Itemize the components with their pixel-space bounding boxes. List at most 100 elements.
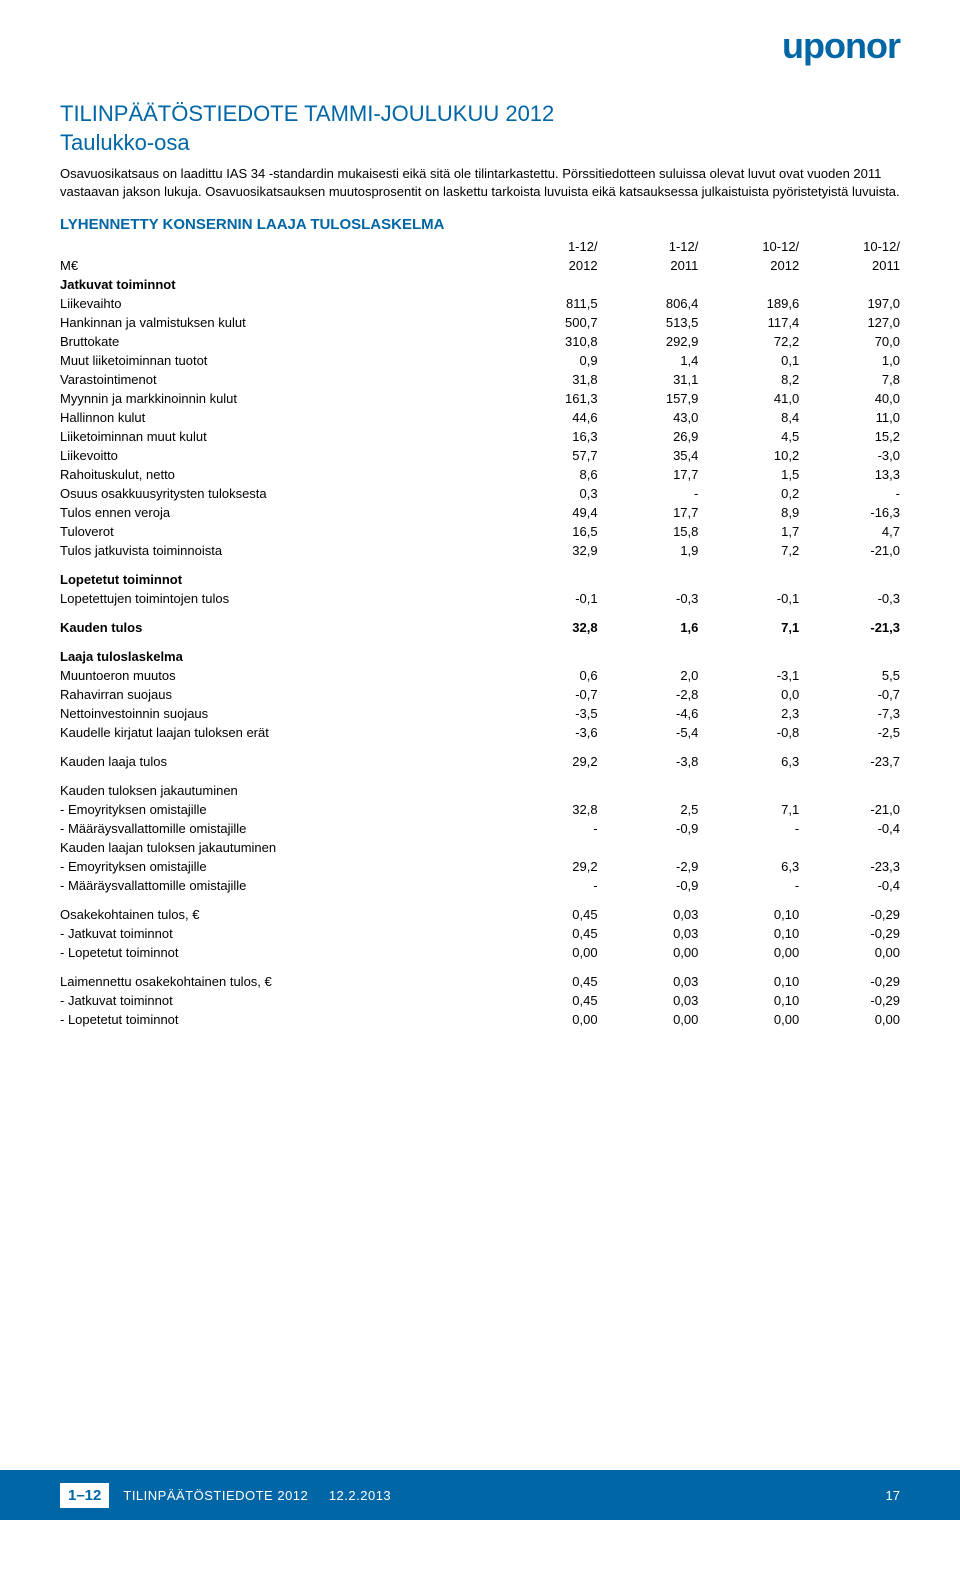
table-row: Kaudelle kirjatut laajan tuloksen erät-3… [60,723,900,742]
col-2-bot: 2011 [598,256,699,275]
row-value: 41,0 [698,389,799,408]
row-label: Hallinnon kulut [60,408,497,427]
row-value [497,275,598,294]
row-value: 0,00 [598,943,699,962]
footer-title: TILINPÄÄTÖSTIEDOTE 2012 [123,1488,308,1503]
table-row: Muuntoeron muutos0,62,0-3,15,5 [60,666,900,685]
row-value [799,838,900,857]
row-value [698,838,799,857]
row-value: 17,7 [598,503,699,522]
section-heading: LYHENNETTY KONSERNIN LAAJA TULOSLASKELMA [60,216,900,233]
row-value [598,637,699,666]
row-label: - Jatkuvat toiminnot [60,924,497,943]
row-value: 1,0 [799,351,900,370]
row-label: Tulos jatkuvista toiminnoista [60,541,497,560]
row-value: 0,45 [497,924,598,943]
row-value: 0,00 [497,1010,598,1029]
row-value: 7,1 [698,608,799,637]
row-value: 29,2 [497,742,598,771]
row-value: -23,7 [799,742,900,771]
row-value: 197,0 [799,294,900,313]
table-row: Jatkuvat toiminnot [60,275,900,294]
row-value: 2,0 [598,666,699,685]
row-label: Bruttokate [60,332,497,351]
row-label: Varastointimenot [60,370,497,389]
row-value: 0,6 [497,666,598,685]
row-label: Nettoinvestoinnin suojaus [60,704,497,723]
row-label: - Lopetetut toiminnot [60,1010,497,1029]
row-value: 72,2 [698,332,799,351]
brand-logo: uponor [782,25,900,67]
row-value: 0,03 [598,895,699,924]
row-value: 10,2 [698,446,799,465]
row-value [497,771,598,800]
table-row: Nettoinvestoinnin suojaus-3,5-4,62,3-7,3 [60,704,900,723]
row-label: Jatkuvat toiminnot [60,275,497,294]
row-label: Osuus osakkuusyritysten tuloksesta [60,484,497,503]
row-value: 16,5 [497,522,598,541]
row-value: - [799,484,900,503]
row-label: - Lopetetut toiminnot [60,943,497,962]
row-value: -0,1 [698,589,799,608]
row-value: -0,3 [799,589,900,608]
unit-label: M€ [60,256,497,275]
table-row: Lopetetut toiminnot [60,560,900,589]
row-value: -3,6 [497,723,598,742]
row-value: 15,2 [799,427,900,446]
row-value: 6,3 [698,742,799,771]
table-row: - Jatkuvat toiminnot0,450,030,10-0,29 [60,924,900,943]
row-value: 49,4 [497,503,598,522]
row-value: -4,6 [598,704,699,723]
row-value: 29,2 [497,857,598,876]
row-value [497,637,598,666]
row-label: - Emoyrityksen omistajille [60,800,497,819]
row-value: 0,9 [497,351,598,370]
table-row: - Määräysvallattomille omistajille--0,9-… [60,876,900,895]
row-label: Lopetetut toiminnot [60,560,497,589]
row-value: -5,4 [598,723,699,742]
row-label: Lopetettujen toimintojen tulos [60,589,497,608]
row-value: -3,0 [799,446,900,465]
row-value: 117,4 [698,313,799,332]
table-row: - Määräysvallattomille omistajille--0,9-… [60,819,900,838]
row-value: -0,9 [598,819,699,838]
row-value [598,771,699,800]
col-3-top: 10-12/ [698,237,799,256]
col-1-top: 1-12/ [497,237,598,256]
row-value: -21,0 [799,541,900,560]
row-value: 7,1 [698,800,799,819]
row-value [799,637,900,666]
row-value: 8,9 [698,503,799,522]
col-2-top: 1-12/ [598,237,699,256]
row-label: Tuloverot [60,522,497,541]
col-1-bot: 2012 [497,256,598,275]
row-value: 0,10 [698,991,799,1010]
row-value: -0,29 [799,962,900,991]
row-value: 0,00 [598,1010,699,1029]
row-label: - Jatkuvat toiminnot [60,991,497,1010]
table-header-row-1: 1-12/ 1-12/ 10-12/ 10-12/ [60,237,900,256]
row-value: 2,3 [698,704,799,723]
row-value: 6,3 [698,857,799,876]
page: uponor TILINPÄÄTÖSTIEDOTE TAMMI-JOULUKUU… [0,0,960,1520]
table-row: Liiketoiminnan muut kulut16,326,94,515,2 [60,427,900,446]
row-value: -0,29 [799,895,900,924]
table-row: - Lopetetut toiminnot0,000,000,000,00 [60,1010,900,1029]
row-label: - Määräysvallattomille omistajille [60,819,497,838]
row-value: 13,3 [799,465,900,484]
row-value: 11,0 [799,408,900,427]
table-row: Tulos ennen veroja49,417,78,9-16,3 [60,503,900,522]
row-value: -0,29 [799,991,900,1010]
table-row: Varastointimenot31,831,18,27,8 [60,370,900,389]
row-value: 0,3 [497,484,598,503]
row-value: 0,10 [698,924,799,943]
row-label: Myynnin ja markkinoinnin kulut [60,389,497,408]
row-value: 1,6 [598,608,699,637]
row-value: -3,5 [497,704,598,723]
row-value: 32,8 [497,608,598,637]
row-value [598,560,699,589]
row-value: 292,9 [598,332,699,351]
row-label: Kauden tuloksen jakautuminen [60,771,497,800]
row-value: 0,03 [598,991,699,1010]
row-value: 0,10 [698,962,799,991]
